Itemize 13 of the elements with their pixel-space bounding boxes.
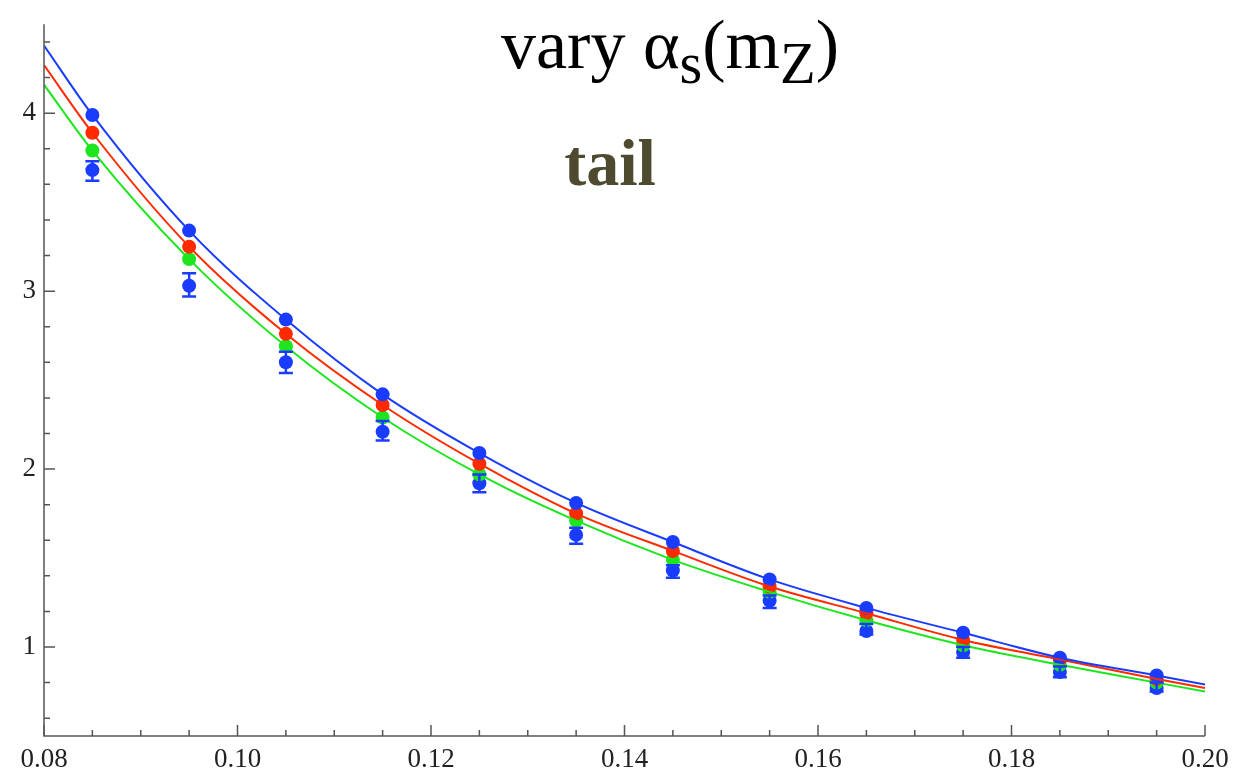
x-tick-label: 0.10 bbox=[213, 743, 262, 774]
x-tick-label: 0.12 bbox=[407, 743, 455, 774]
x-tick-label: 0.18 bbox=[987, 743, 1036, 774]
x-tick-label: 0.16 bbox=[794, 743, 842, 774]
chart-title: vary α$_{s}$(m$_{Z}$) bbox=[501, 6, 839, 96]
y-tick-label: 2 bbox=[22, 452, 36, 483]
y-tick-label: 3 bbox=[22, 274, 36, 305]
y-tick-label: 4 bbox=[22, 96, 37, 127]
y-tick-label: 1 bbox=[22, 630, 36, 661]
x-tick-label: 0.20 bbox=[1181, 743, 1229, 774]
x-tick-label: 0.08 bbox=[20, 743, 68, 774]
text: tail bbox=[564, 126, 656, 199]
x-tick-label: 0.14 bbox=[600, 743, 649, 774]
